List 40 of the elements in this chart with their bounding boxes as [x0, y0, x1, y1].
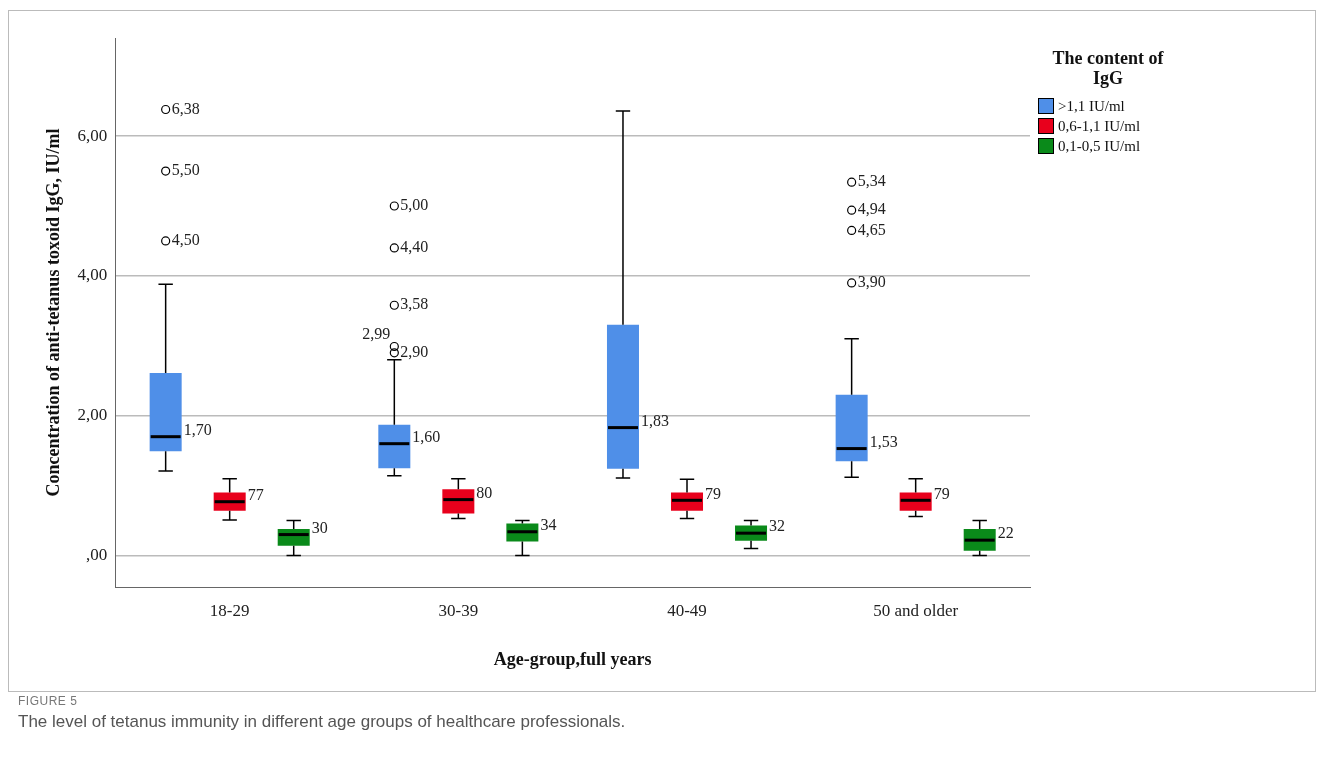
- annotation: 30: [311, 518, 328, 536]
- y-tick-label: 2,00: [77, 405, 108, 425]
- annotation: 4,40: [400, 238, 429, 256]
- annotation: 5,34: [857, 172, 886, 190]
- x-axis-title: Age-group,full years: [493, 648, 652, 669]
- y-tick-label: ,00: [86, 545, 108, 565]
- annotation: 22: [997, 524, 1014, 542]
- legend-label: 0,1-0,5 IU/ml: [1058, 137, 1141, 155]
- annotation: 1,53: [869, 432, 898, 450]
- x-tick-label: 50 and older: [873, 600, 959, 620]
- x-tick-label: 30-39: [438, 600, 479, 620]
- y-tick-label: 4,00: [77, 265, 108, 285]
- y-axis-title: Concentration of anti-tetanus toxoid IgG, IU/ml: [43, 128, 64, 497]
- x-tick-label: 18-29: [209, 600, 250, 620]
- annotation: 1,70: [183, 420, 212, 438]
- legend-title: The content of IgG: [1051, 48, 1165, 88]
- text: The level of tetanus immunity in different age groups of healthcare professionals.: [18, 712, 626, 732]
- annotation: 5,50: [171, 161, 200, 179]
- annotation: 80: [476, 483, 493, 501]
- annotation: 79: [933, 484, 950, 502]
- annotation: 1,83: [640, 411, 669, 429]
- x-tick-label: 40-49: [667, 600, 707, 620]
- annotation: 1,60: [412, 427, 441, 445]
- annotation: 3,90: [857, 273, 886, 291]
- annotation: 3,58: [400, 295, 429, 313]
- legend-label: 0,6-1,1 IU/ml: [1058, 117, 1141, 135]
- annotation: 5,00: [400, 196, 429, 214]
- annotation: 79: [705, 484, 722, 502]
- annotation: 34: [540, 515, 557, 533]
- caption: FIGURE 5: [18, 694, 79, 708]
- annotation: 6,38: [171, 99, 200, 117]
- annotation: 4,50: [171, 231, 200, 249]
- legend-label: >1,1 IU/ml: [1058, 97, 1125, 115]
- annotation: 4,65: [857, 220, 886, 238]
- annotation: 32: [769, 517, 786, 535]
- annotation: 2,90: [400, 343, 429, 360]
- annotation: 77: [247, 485, 264, 503]
- y-tick-label: 6,00: [77, 125, 108, 145]
- annotation: 2,99: [362, 324, 391, 342]
- annotation: 4,94: [857, 200, 886, 218]
